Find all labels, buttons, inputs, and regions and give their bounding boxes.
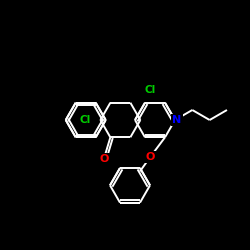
Text: Cl: Cl (144, 85, 156, 95)
Text: Cl: Cl (80, 115, 91, 125)
Text: O: O (100, 154, 109, 164)
Text: N: N (172, 115, 182, 125)
Text: O: O (145, 152, 155, 162)
